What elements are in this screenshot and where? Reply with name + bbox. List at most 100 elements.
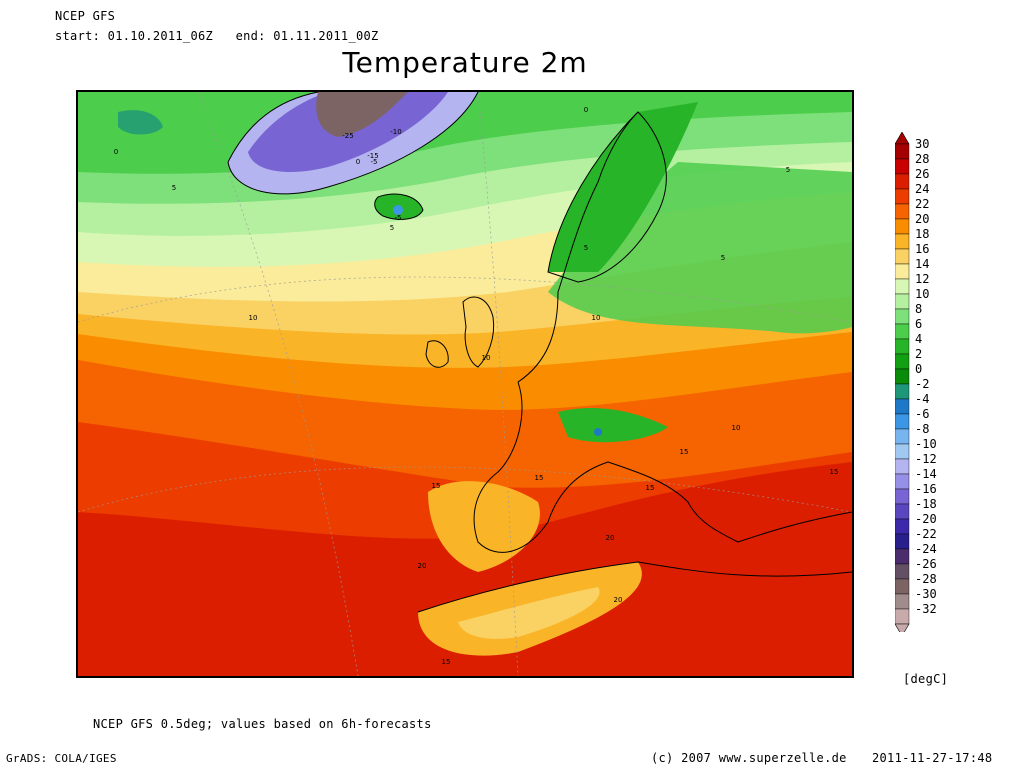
legend-label: -28 [915,572,937,586]
model-label: NCEP GFS [55,9,116,23]
coast-britain [462,296,495,368]
legend-swatch [895,563,910,580]
legend-label: 12 [915,272,930,286]
legend-swatch [895,488,910,505]
legend-swatch [895,593,910,610]
map-title: Temperature 2m [342,46,588,79]
footer-note: NCEP GFS 0.5deg; values based on 6h-fore… [93,717,432,731]
legend-label: -14 [915,467,937,481]
legend-label: -26 [915,557,937,571]
coast-africa [417,561,852,613]
legend-label: -6 [915,407,930,421]
contour-label: 0 [114,148,118,156]
contour-label: 20 [606,534,615,542]
contour-label: -25 [342,132,353,140]
legend-label: 26 [915,167,930,181]
legend-swatch [895,308,910,325]
legend-swatch [895,413,910,430]
legend-swatch [895,188,910,205]
contour-label: 5 [584,244,588,252]
legend-swatch [895,143,910,160]
legend-swatch [895,578,910,595]
legend-label: -4 [915,392,930,406]
legend-swatch [895,278,910,295]
legend-swatch [895,248,910,265]
legend-label: -16 [915,482,937,496]
legend-label: -18 [915,497,937,511]
temperature-map: 0 -25 -10 -15 -5 0 5 0 5 -5 5 5 10 10 10… [76,90,854,678]
contour-label: 0 [356,158,360,166]
contour-label: -10 [390,128,401,136]
legend-label: -32 [915,602,937,616]
contour-label: 5 [721,254,725,262]
contour-label: -15 [367,152,378,160]
contour-label: -5 [371,158,378,166]
legend-label: 30 [915,137,930,151]
contour-label: 15 [646,484,655,492]
contour-label: 10 [482,354,491,362]
legend-label: -2 [915,377,930,391]
contour-label: 20 [614,596,623,604]
contour-label: 15 [432,482,441,490]
legend-swatch [895,173,910,190]
legend-label: 2 [915,347,923,361]
coast-scandinavia [547,111,667,283]
alps-cold [558,407,668,443]
legend-label: 4 [915,332,923,346]
greenland-core [316,92,408,137]
legend-label: 18 [915,227,930,241]
iberia-warm [428,481,540,572]
legend-swatch [895,368,910,385]
contour-label: 10 [592,314,601,322]
legend-swatch [895,503,910,520]
legend-swatch [895,458,910,475]
legend-swatch [895,428,910,445]
legend-label: -10 [915,437,937,451]
contour-label: 20 [418,562,427,570]
contour-label: 5 [172,184,176,192]
legend-label: -30 [915,587,937,601]
legend-swatch [895,263,910,280]
coast-greenland [227,92,479,195]
legend-label: -12 [915,452,937,466]
forecast-period: start: 01.10.2011_06Z end: 01.11.2011_00… [55,29,379,43]
legend-label: 28 [915,152,930,166]
canada-cold [118,110,163,135]
legend-unit: [degC] [903,672,949,686]
legend-label: -22 [915,527,937,541]
legend-swatch [895,533,910,550]
legend-swatch [895,443,910,460]
atlas-cool [458,587,600,639]
legend-label: 22 [915,197,930,211]
legend-swatch [895,323,910,340]
legend-label: 20 [915,212,930,226]
temperature-legend: 30 28 26 24 22 20 18 16 14 12 10 8 6 4 2 0 -2 -4 -6 -8 -10 -1… [895,132,955,632]
legend-arrow-top [895,132,910,145]
continent-east-cool [548,162,852,334]
legend-swatch [895,218,910,235]
copyright: (c) 2007 www.superzelle.de [651,751,847,765]
legend-label: 8 [915,302,923,316]
legend-label: -24 [915,542,937,556]
legend-label: 6 [915,317,923,331]
contour-label: -5 [395,214,402,222]
scandinavia-cold [548,102,698,272]
legend-swatch [895,473,910,490]
legend-swatch [895,548,910,565]
legend-label: 16 [915,242,930,256]
contour-label: 10 [249,314,258,322]
legend-swatch [895,203,910,220]
contour-label: 5 [390,224,394,232]
contour-label: 15 [535,474,544,482]
contour-label: 15 [830,468,839,476]
legend-label: 14 [915,257,930,271]
contour-label: 5 [786,166,790,174]
legend-swatch [895,608,910,625]
contour-label: 15 [442,658,451,666]
legend-swatch [895,398,910,415]
legend-swatch [895,293,910,310]
legend-swatch [895,158,910,175]
legend-label: 0 [915,362,923,376]
legend-swatch [895,338,910,355]
coast-ireland [425,340,449,368]
